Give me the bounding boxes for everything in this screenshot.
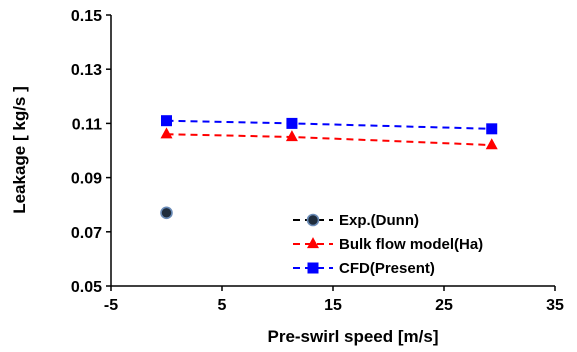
y-tick-label: 0.09 (71, 171, 102, 188)
axes-layer (110, 15, 555, 287)
y-tick-label: 0.07 (71, 225, 102, 242)
legend-label: Exp.(Dunn) (339, 212, 419, 229)
legend-label: Bulk flow model(Ha) (339, 236, 483, 253)
data-point (286, 117, 298, 129)
series-2 (161, 115, 498, 135)
legend-entry: Exp.(Dunn) (293, 212, 419, 229)
legend-entry: CFD(Present) (293, 260, 435, 277)
y-tick-label: 0.11 (72, 116, 102, 133)
series-layer (160, 115, 498, 220)
x-tick-label: -5 (104, 297, 118, 314)
series-line (166, 133, 492, 147)
x-tick-label: 5 (218, 297, 227, 314)
x-axis-title: Pre-swirl speed [m/s] (267, 327, 438, 346)
y-tick-label: 0.13 (71, 62, 102, 79)
legend-label: CFD(Present) (339, 260, 435, 277)
data-point (160, 206, 173, 220)
y-tick-label: 0.15 (71, 8, 102, 25)
legend: Exp.(Dunn) Bulk flow model(Ha) CFD(Present… (293, 212, 483, 277)
data-point (485, 138, 498, 150)
ticks-layer: 0.05 0.07 0.09 0.11 0.13 0.15 -5 5 15 25 35 (71, 8, 564, 314)
x-tick-label: 15 (324, 297, 342, 314)
series-line (166, 119, 492, 130)
data-point (161, 115, 172, 127)
legend-entry: Bulk flow model(Ha) (293, 236, 483, 253)
y-axis-title: Leakage [ kg/s ] (10, 86, 29, 214)
legend-marker (307, 262, 319, 274)
data-point (285, 130, 298, 142)
legend-marker (306, 213, 320, 227)
series-0 (160, 206, 173, 220)
x-tick-label: 25 (435, 297, 453, 314)
y-tick-label: 0.05 (71, 279, 102, 296)
legend-marker (307, 237, 319, 249)
data-point (486, 123, 498, 135)
x-tick-label: 35 (546, 297, 564, 314)
data-point (160, 127, 173, 139)
series-1 (160, 127, 498, 150)
